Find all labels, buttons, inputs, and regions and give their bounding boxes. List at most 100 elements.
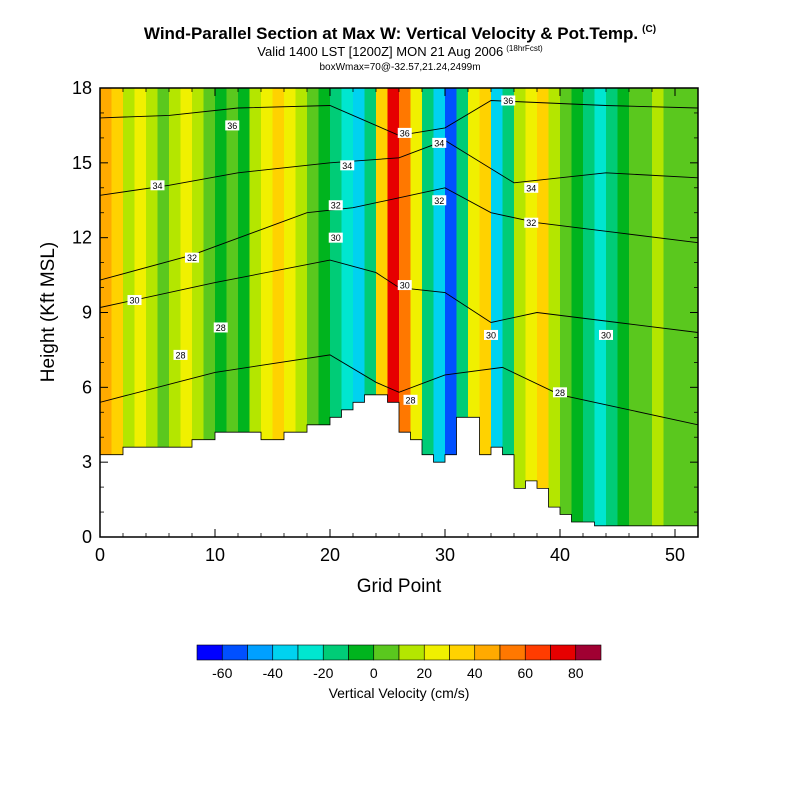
colorbar-bin bbox=[474, 644, 501, 661]
x-axis-title: Grid Point bbox=[357, 576, 442, 597]
contour-label-text: 28 bbox=[175, 350, 185, 360]
colorbar: -60 -40 -20 0 20 40 60 80 bbox=[196, 644, 602, 681]
terrain bbox=[100, 394, 698, 537]
velocity-band bbox=[663, 88, 676, 537]
contour-label-box bbox=[524, 217, 539, 228]
y-tick-label: 0 bbox=[82, 527, 92, 547]
velocity-band bbox=[594, 88, 607, 537]
contour-label-34: 34 bbox=[150, 180, 165, 191]
contour-label-box bbox=[484, 329, 498, 340]
contour-label-text: 36 bbox=[400, 128, 410, 138]
contour-label-text: 32 bbox=[434, 196, 444, 206]
colorbar-tick-label: 0 bbox=[370, 665, 378, 681]
contour-label-text: 30 bbox=[601, 330, 611, 340]
velocity-band bbox=[192, 88, 204, 537]
velocity-band bbox=[560, 88, 572, 537]
y-tick-label: 9 bbox=[82, 303, 92, 323]
velocity-band bbox=[215, 88, 227, 537]
contour-label-text: 36 bbox=[227, 121, 237, 131]
contour-label-box bbox=[185, 252, 199, 263]
velocity-band bbox=[617, 88, 630, 537]
contour-label-text: 32 bbox=[187, 253, 197, 263]
contour-label-32: 32 bbox=[524, 217, 539, 228]
contour-label-box bbox=[524, 182, 539, 193]
contour-label-box bbox=[127, 295, 142, 306]
velocity-band bbox=[249, 88, 262, 537]
colorbar-tick-label: -60 bbox=[212, 665, 232, 681]
colorbar-bin bbox=[272, 644, 299, 661]
theta-contour-32 bbox=[100, 187, 698, 281]
velocity-band bbox=[157, 88, 170, 537]
colorbar-bin bbox=[575, 644, 602, 661]
y-tick-label: 3 bbox=[82, 452, 92, 472]
velocity-band bbox=[238, 88, 250, 537]
contour-label-box bbox=[225, 120, 240, 131]
velocity-band bbox=[548, 88, 561, 537]
contour-label-text: 34 bbox=[342, 161, 352, 171]
colorbar-tick-label: 60 bbox=[517, 665, 533, 681]
colorbar-bin bbox=[247, 644, 274, 661]
contour-label-34: 34 bbox=[524, 182, 539, 193]
contour-label-box bbox=[432, 195, 447, 206]
velocity-band bbox=[514, 88, 526, 537]
valid-time-text: Valid 1400 LST [1200Z] MON 21 Aug 2006 bbox=[257, 44, 504, 59]
colorbar-bin bbox=[550, 644, 577, 661]
x-tick-label: 50 bbox=[665, 545, 685, 565]
colorbar-bin bbox=[499, 644, 526, 661]
contour-label-28: 28 bbox=[173, 349, 188, 360]
x-tick-label: 0 bbox=[95, 545, 105, 565]
contour-label-text: 36 bbox=[503, 96, 513, 106]
contour-label-box bbox=[432, 137, 447, 148]
contour-label-text: 28 bbox=[216, 323, 226, 333]
contour-label-text: 34 bbox=[434, 138, 444, 148]
x-tick-label: 30 bbox=[435, 545, 455, 565]
velocity-band bbox=[629, 88, 641, 537]
velocity-band bbox=[445, 88, 457, 537]
contour-label-32: 32 bbox=[328, 200, 343, 211]
y-axis-title: Height (Kft MSL) bbox=[38, 242, 59, 382]
box-max-info: boxWmax=70@-32.57,21.24,2499m bbox=[319, 62, 481, 73]
y-tick-label: 18 bbox=[72, 78, 92, 98]
colorbar-tick-label: -20 bbox=[313, 665, 333, 681]
colorbar-bin bbox=[423, 644, 450, 661]
contour-label-30: 30 bbox=[328, 232, 343, 243]
velocity-band bbox=[399, 88, 411, 537]
colorbar-bin bbox=[524, 644, 551, 661]
contour-label-box bbox=[340, 160, 355, 171]
contour-label-text: 32 bbox=[526, 218, 536, 228]
x-tick-label: 20 bbox=[320, 545, 340, 565]
velocity-band bbox=[479, 88, 492, 537]
contour-label-box bbox=[328, 232, 343, 243]
colorbar-bin bbox=[398, 644, 425, 661]
contour-label-box bbox=[403, 394, 418, 405]
x-tick-label: 40 bbox=[550, 545, 570, 565]
theta-contour-34 bbox=[100, 139, 698, 196]
colorbar-bin bbox=[449, 644, 476, 661]
velocity-band bbox=[203, 88, 216, 537]
contour-label-box bbox=[397, 127, 412, 138]
contour-label-box bbox=[553, 387, 567, 398]
contour-label-text: 32 bbox=[331, 201, 341, 211]
contour-label-text: 30 bbox=[486, 330, 496, 340]
y-tick-label: 6 bbox=[82, 377, 92, 397]
colorbar-title: Vertical Velocity (cm/s) bbox=[329, 685, 470, 701]
velocity-band bbox=[134, 88, 147, 537]
contour-label-32: 32 bbox=[432, 195, 447, 206]
colorbar-bin bbox=[297, 644, 324, 661]
valid-time-line: Valid 1400 LST [1200Z] MON 21 Aug 2006 (1… bbox=[0, 44, 800, 59]
contour-label-32: 32 bbox=[185, 252, 199, 263]
colorbar-bin bbox=[348, 644, 375, 661]
velocity-band bbox=[261, 88, 273, 537]
contour-label-text: 28 bbox=[405, 395, 415, 405]
chart-title: Wind-Parallel Section at Max W: Vertical… bbox=[0, 24, 800, 44]
colorbar-bin bbox=[322, 644, 349, 661]
velocity-band bbox=[606, 88, 618, 537]
colorbar-tick-label: 40 bbox=[467, 665, 483, 681]
velocity-band bbox=[146, 88, 158, 537]
theta-contour-28 bbox=[100, 354, 698, 426]
velocity-band bbox=[640, 88, 653, 537]
theta-contour-30 bbox=[100, 259, 698, 333]
colorbar-bin bbox=[373, 644, 400, 661]
copyright-mark: (C) bbox=[642, 24, 657, 35]
